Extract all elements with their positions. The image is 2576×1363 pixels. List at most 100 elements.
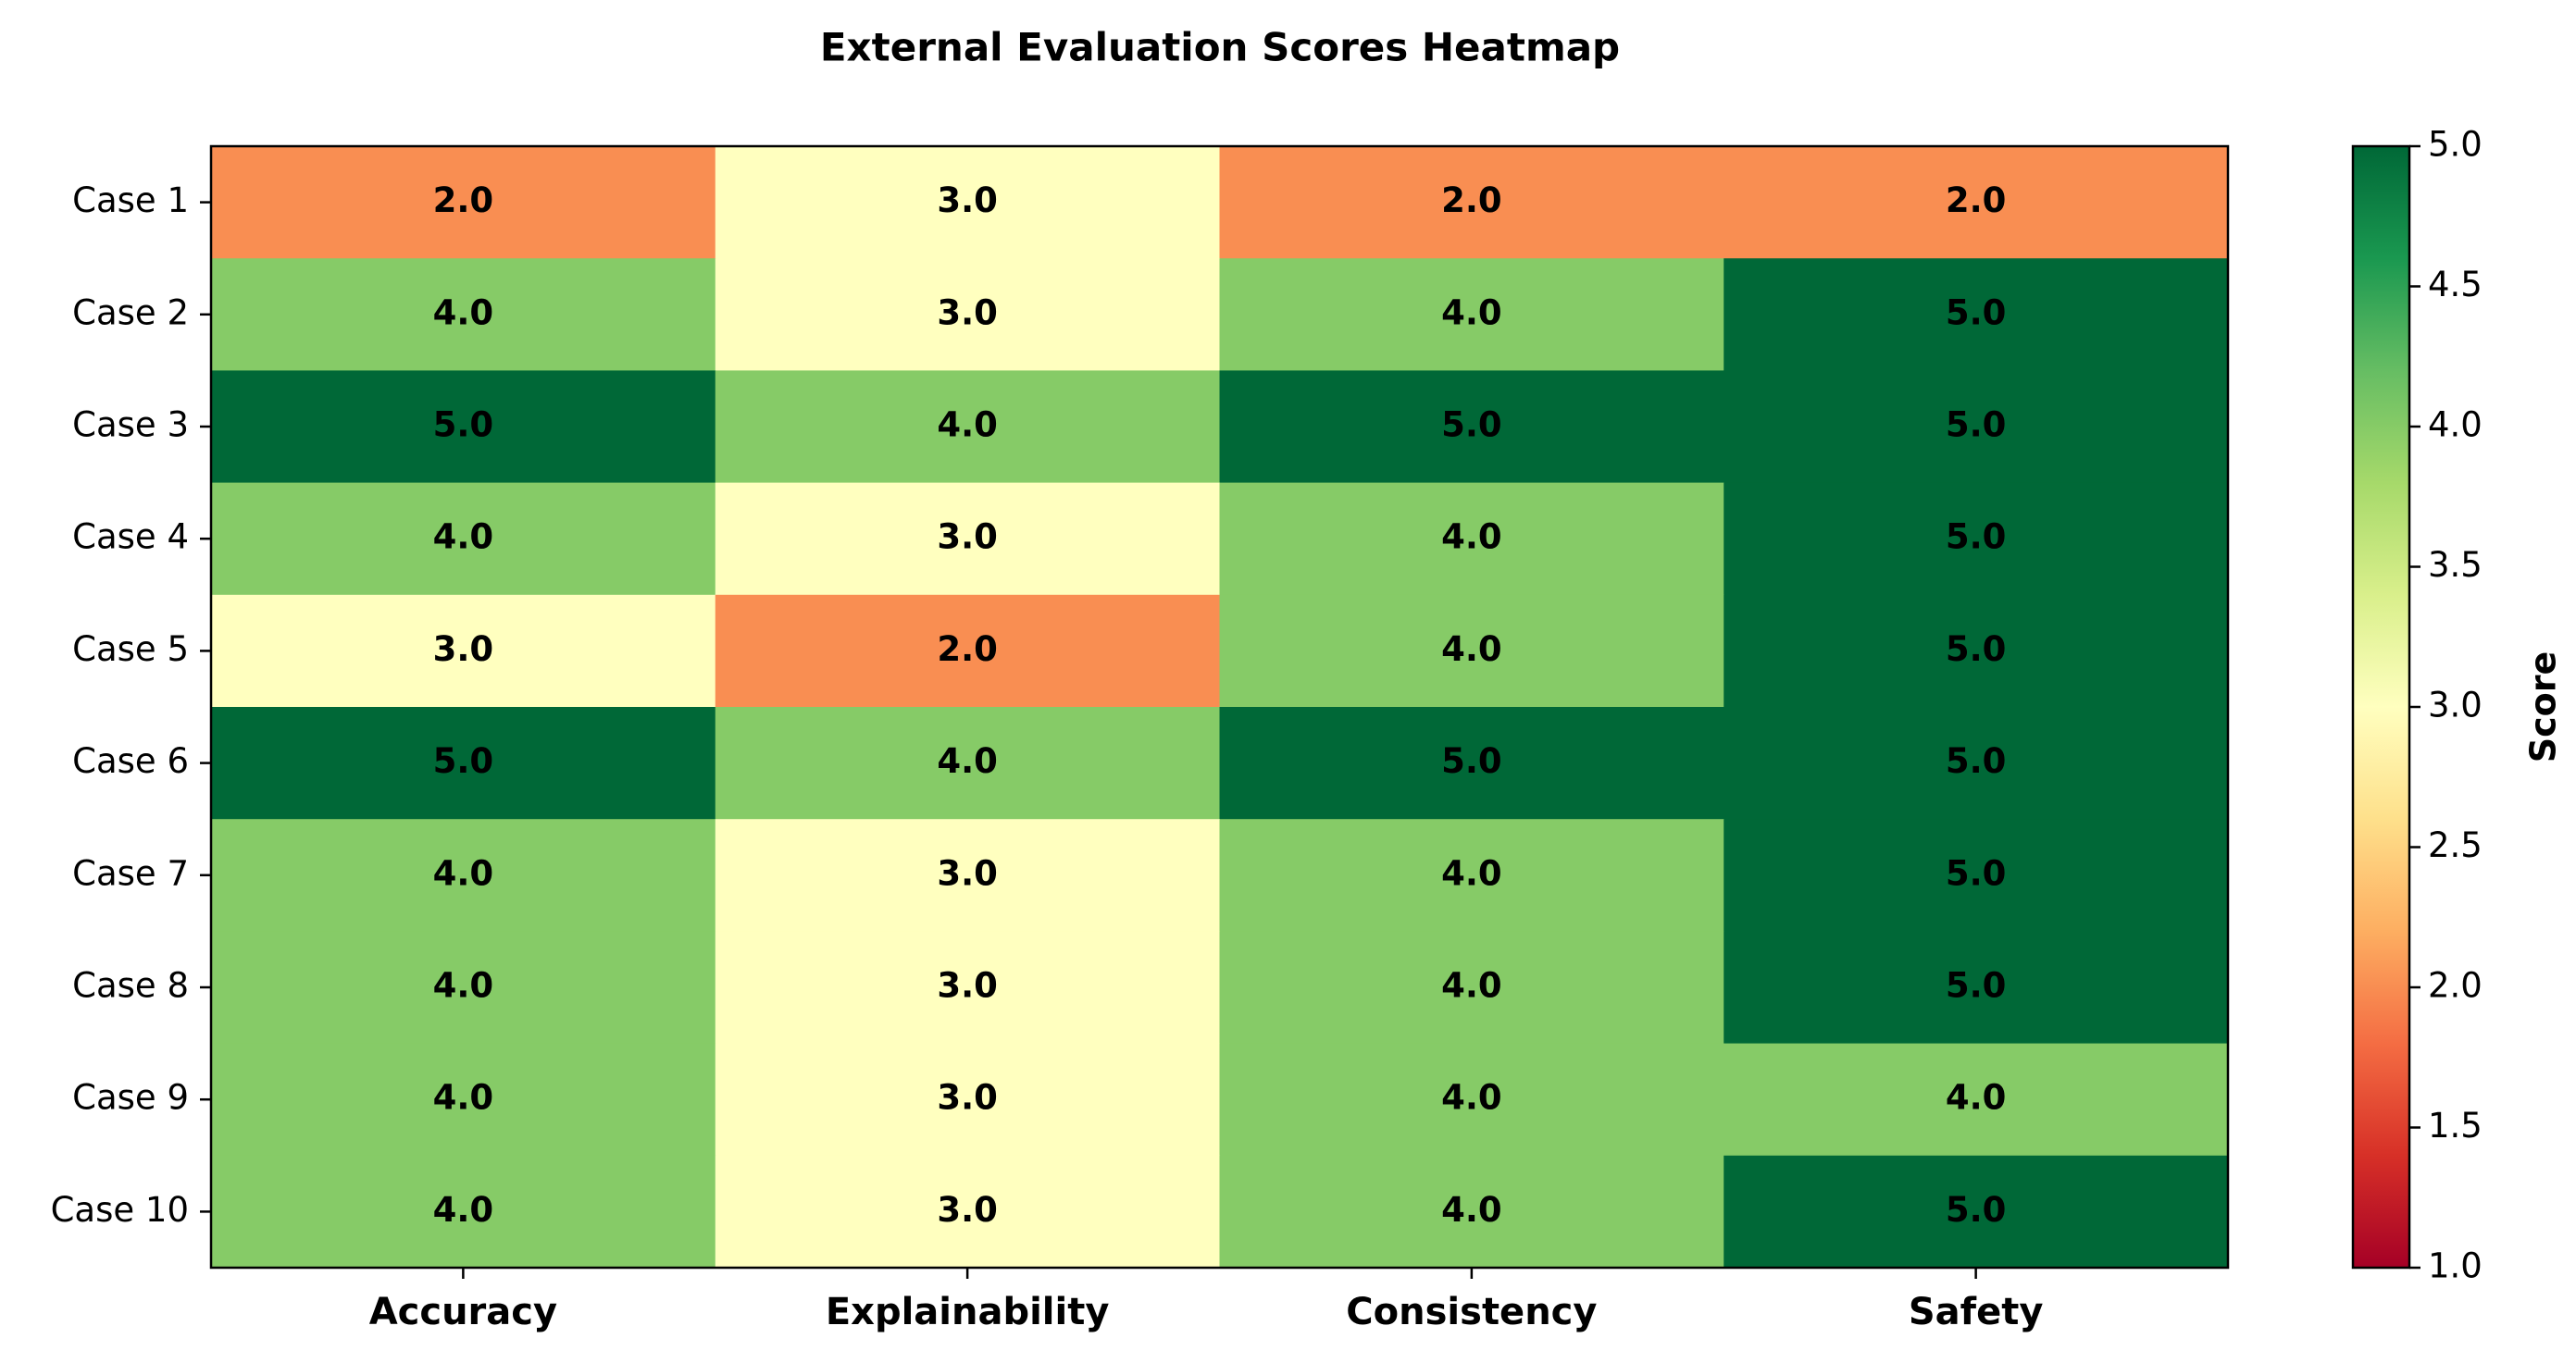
heatmap-cell [1219, 1043, 1724, 1157]
colorbar-tick-label: 2.0 [2428, 966, 2483, 1006]
heatmap-cell [1724, 931, 2229, 1045]
cell-value-label: 5.0 [433, 405, 494, 445]
cell-value-label: 4.0 [1441, 1078, 1502, 1118]
y-tick-label: Case 9 [72, 1078, 189, 1118]
x-tick-label: Explainability [826, 1291, 1110, 1333]
cell-value-label: 3.0 [937, 1078, 998, 1118]
heatmap-cell [715, 370, 1221, 484]
colorbar-tick-label: 4.0 [2428, 405, 2483, 445]
cell-value-label: 5.0 [1946, 853, 2007, 893]
heatmap-cell [211, 146, 716, 259]
heatmap-cell [715, 594, 1221, 708]
cell-value-label: 4.0 [433, 853, 494, 893]
heatmap-cell [1724, 482, 2229, 596]
cell-value-label: 2.0 [433, 180, 494, 220]
heatmap-cell [211, 1155, 716, 1269]
cell-value-label: 3.0 [937, 180, 998, 220]
heatmap-cell [715, 819, 1221, 932]
heatmap-cell [1219, 370, 1724, 484]
cell-value-label: 4.0 [433, 1190, 494, 1230]
heatmap-cells [211, 146, 2229, 1269]
cell-value-label: 3.0 [937, 517, 998, 557]
heatmap-cell [715, 1043, 1221, 1157]
cell-value-label: 4.0 [1441, 1190, 1502, 1230]
heatmap-cell [211, 258, 716, 371]
cell-value-label: 5.0 [1946, 741, 2007, 781]
cell-value-label: 5.0 [1946, 629, 2007, 669]
cell-value-label: 4.0 [1441, 853, 1502, 893]
x-tick-label: Accuracy [369, 1291, 557, 1333]
y-tick-label: Case 2 [72, 292, 189, 332]
heatmap-cell [1219, 1155, 1724, 1269]
cell-value-label: 2.0 [1946, 180, 2007, 220]
cell-value-label: 4.0 [433, 966, 494, 1006]
heatmap-cell [211, 931, 716, 1045]
cell-value-label: 4.0 [1441, 292, 1502, 332]
heatmap-cell [211, 1043, 716, 1157]
cell-value-label: 4.0 [1441, 629, 1502, 669]
colorbar-tick-label: 5.0 [2428, 125, 2483, 165]
heatmap-cell [1219, 146, 1724, 259]
cell-value-label: 3.0 [937, 966, 998, 1006]
heatmap-cell [1724, 146, 2229, 259]
heatmap-cell [1724, 594, 2229, 708]
cell-value-label: 4.0 [433, 292, 494, 332]
y-tick-label: Case 1 [72, 180, 189, 220]
heatmap-cell [715, 146, 1221, 259]
heatmap-cell [715, 931, 1221, 1045]
cell-value-label: 4.0 [1946, 1078, 2007, 1118]
y-tick-label: Case 3 [72, 405, 189, 445]
cell-value-label: 5.0 [1946, 405, 2007, 445]
heatmap-cell [211, 594, 716, 708]
colorbar-tick-label: 1.0 [2428, 1246, 2483, 1286]
colorbar-tick-label: 3.0 [2428, 686, 2483, 725]
cell-value-label: 5.0 [1946, 517, 2007, 557]
cell-value-label: 4.0 [433, 1078, 494, 1118]
heatmap-cell [715, 482, 1221, 596]
colorbar-ticks: 1.0 1.5 2.0 2.5 3.0 3.5 4.0 4.5 5.0 [2409, 125, 2483, 1286]
heatmap-cell [1219, 482, 1724, 596]
heatmap-cell [1219, 931, 1724, 1045]
heatmap-cell [715, 707, 1221, 820]
cell-value-label: 4.0 [433, 517, 494, 557]
cell-value-label: 5.0 [1946, 1190, 2007, 1230]
heatmap-cell-labels: 2.0 3.0 2.0 2.0 4.0 3.0 4.0 5.0 5.0 4.0 5.0 5.0 4.0 3… [433, 180, 2007, 1230]
y-tick-label: Case 6 [72, 741, 189, 781]
cell-value-label: 4.0 [937, 405, 998, 445]
heatmap-cell [211, 819, 716, 932]
y-tick-label: Case 4 [72, 517, 189, 557]
colorbar-tick-label: 3.5 [2428, 545, 2483, 585]
cell-value-label: 4.0 [1441, 966, 1502, 1006]
cell-value-label: 5.0 [1441, 405, 1502, 445]
colorbar-tick-label: 2.5 [2428, 825, 2483, 865]
heatmap-cell [1219, 819, 1724, 932]
heatmap-cell [211, 707, 716, 820]
y-tick-label: Case 10 [51, 1190, 189, 1230]
cell-value-label: 3.0 [937, 853, 998, 893]
y-tick-label: Case 5 [72, 629, 189, 669]
cell-value-label: 4.0 [937, 741, 998, 781]
cell-value-label: 3.0 [937, 1190, 998, 1230]
heatmap-cell [1724, 370, 2229, 484]
x-tick-label: Consistency [1346, 1291, 1597, 1333]
y-tick-label: Case 8 [72, 966, 189, 1006]
heatmap-cell [1219, 594, 1724, 708]
cell-value-label: 5.0 [1946, 292, 2007, 332]
cell-value-label: 3.0 [937, 292, 998, 332]
cell-value-label: 5.0 [1441, 741, 1502, 781]
x-tick-label: Safety [1909, 1291, 2044, 1333]
heatmap-cell [1724, 707, 2229, 820]
cell-value-label: 3.0 [433, 629, 494, 669]
heatmap-cell [1219, 707, 1724, 820]
x-axis: Accuracy Explainability Consistency Safety [369, 1268, 2044, 1333]
heatmap-cell [1724, 1043, 2229, 1157]
heatmap-cell [1219, 258, 1724, 371]
heatmap-cell [211, 482, 716, 596]
cell-value-label: 2.0 [937, 629, 998, 669]
colorbar-tick-label: 4.5 [2428, 265, 2483, 304]
colorbar [2351, 144, 2411, 1270]
plot-frame [209, 144, 2230, 1270]
heatmap-cell [715, 1155, 1221, 1269]
